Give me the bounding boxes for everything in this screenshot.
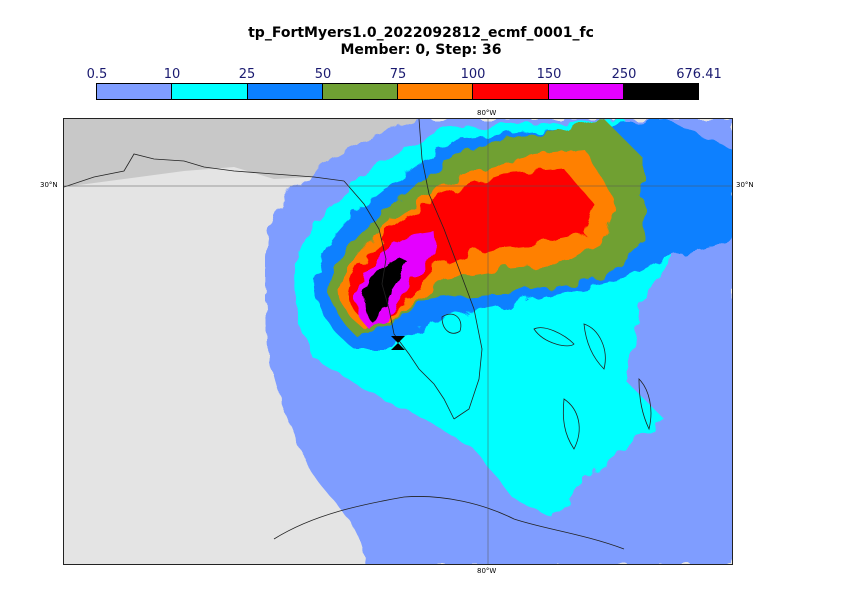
colorbar-segment-0 xyxy=(97,84,173,99)
colorbar-label-4: 75 xyxy=(389,67,407,82)
colorbar-segment-3 xyxy=(322,84,398,99)
colorbar-label-8: 676.41 xyxy=(676,67,722,82)
colorbar-label-6: 150 xyxy=(536,67,562,82)
florida-east-coast xyxy=(418,119,483,420)
colorbar-segment-2 xyxy=(247,84,323,99)
colorbar-label-5: 100 xyxy=(460,67,486,82)
precip-field xyxy=(265,119,732,564)
colorbar-label-3: 50 xyxy=(314,67,332,82)
cuba-coast xyxy=(273,496,625,550)
chart-subtitle: Member: 0, Step: 36 xyxy=(340,42,502,58)
bahamas-island-4 xyxy=(562,398,580,450)
colorbar-segment-4 xyxy=(398,84,474,99)
precip-level-6 xyxy=(349,169,594,324)
map-canvas xyxy=(64,119,732,564)
bahamas-island-3 xyxy=(638,378,652,431)
precipitation-map xyxy=(63,118,733,565)
colorbar-segment-5 xyxy=(473,84,549,99)
colorbar-segment-7 xyxy=(623,84,698,99)
colorbar-label-2: 25 xyxy=(238,67,256,82)
chart-title: tp_FortMyers1.0_2022092812_ecmf_0001_fc xyxy=(248,25,594,41)
bahamas-island-1 xyxy=(533,327,575,347)
colorbar-label-0: 0.5 xyxy=(86,67,108,82)
graticule xyxy=(64,119,732,564)
colorbar xyxy=(96,83,699,100)
landfall-marker-icon xyxy=(391,336,405,350)
colorbar-segment-6 xyxy=(548,84,624,99)
coastlines xyxy=(64,119,652,550)
lake-okeechobee xyxy=(441,313,462,334)
precip-level-8 xyxy=(364,257,409,324)
colorbar-label-1: 10 xyxy=(163,67,181,82)
florida-west-coast xyxy=(343,180,455,420)
colorbar-segment-1 xyxy=(172,84,248,99)
colorbar-label-7: 250 xyxy=(611,67,637,82)
bahamas-island-2 xyxy=(583,323,606,370)
meridian-label-bottom: 80°W xyxy=(477,567,497,575)
meridian-label-top: 80°W xyxy=(477,109,497,117)
parallel-label-left: 30°N xyxy=(40,181,58,189)
parallel-label-right: 30°N xyxy=(736,181,754,189)
gulf-coast xyxy=(64,153,345,188)
